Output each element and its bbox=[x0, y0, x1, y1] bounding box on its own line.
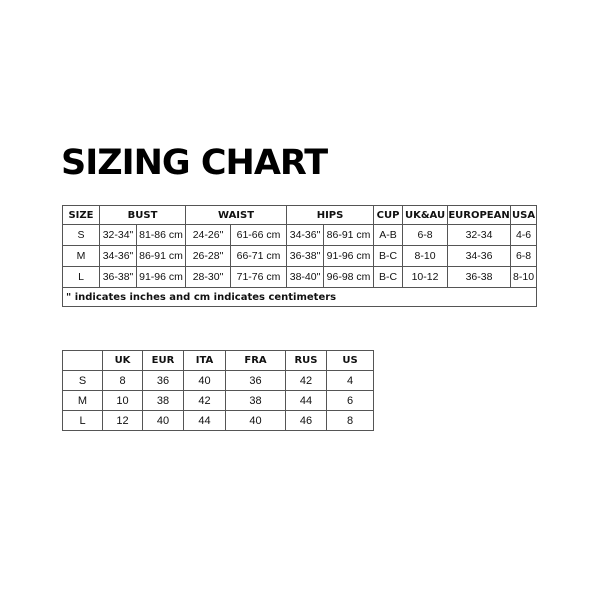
cell: 28-30" bbox=[185, 266, 232, 288]
cell: 4 bbox=[326, 370, 374, 391]
cell: 26-28" bbox=[185, 245, 232, 267]
cell: 86-91 cm bbox=[323, 224, 375, 246]
cell: B-C bbox=[373, 245, 404, 267]
cell: L bbox=[62, 266, 100, 288]
cell: 36-38" bbox=[99, 266, 137, 288]
cell: 38-40" bbox=[286, 266, 325, 288]
cell: 32-34 bbox=[447, 224, 512, 246]
header-ita: ITA bbox=[183, 350, 226, 371]
cell: 40 bbox=[183, 370, 226, 391]
cell: 91-96 cm bbox=[135, 266, 187, 288]
cell: 46 bbox=[285, 410, 327, 431]
table-header-row: SIZE BUST WAIST HIPS CUP UK&AU EUROPEAN … bbox=[62, 205, 538, 225]
cell: 42 bbox=[183, 390, 226, 411]
cell: 34-36 bbox=[447, 245, 512, 267]
header-usa: USA bbox=[510, 205, 538, 225]
cell: 40 bbox=[142, 410, 184, 431]
table-row: M 34-36" 86-91 cm 26-28" 66-71 cm 36-38"… bbox=[62, 245, 538, 267]
cell: 44 bbox=[183, 410, 226, 431]
header-hips: HIPS bbox=[286, 205, 375, 225]
cell: 71-76 cm bbox=[230, 266, 288, 288]
cell: L bbox=[62, 410, 103, 431]
table-row: L 12 40 44 40 46 8 bbox=[62, 410, 374, 431]
header-cup: CUP bbox=[373, 205, 404, 225]
cell: 36-38" bbox=[286, 245, 325, 267]
cell: M bbox=[62, 390, 103, 411]
table-row: L 36-38" 91-96 cm 28-30" 71-76 cm 38-40"… bbox=[62, 266, 538, 288]
cell: 44 bbox=[285, 390, 327, 411]
cell: 38 bbox=[225, 390, 286, 411]
header-eur: EUR bbox=[142, 350, 184, 371]
units-note: " indicates inches and cm indicates cent… bbox=[61, 287, 538, 307]
cell: A-B bbox=[373, 224, 404, 246]
header-uk-au: UK&AU bbox=[402, 205, 449, 225]
header-fra: FRA bbox=[225, 350, 286, 371]
sizing-table: SIZE BUST WAIST HIPS CUP UK&AU EUROPEAN … bbox=[61, 205, 538, 307]
cell: 96-98 cm bbox=[323, 266, 375, 288]
header-bust: BUST bbox=[98, 205, 187, 225]
cell: 10-12 bbox=[402, 266, 449, 288]
cell: 8-10 bbox=[510, 266, 538, 288]
cell: 40 bbox=[225, 410, 286, 431]
cell: S bbox=[62, 370, 103, 391]
conversion-table: UK EUR ITA FRA RUS US S 8 36 40 36 42 4 … bbox=[62, 350, 374, 431]
cell: 66-71 cm bbox=[230, 245, 288, 267]
header-rus: RUS bbox=[285, 350, 327, 371]
header-size: SIZE bbox=[62, 205, 100, 225]
cell: 6 bbox=[326, 390, 374, 411]
cell: 4-6 bbox=[510, 224, 538, 246]
header-european: EUROPEAN bbox=[447, 205, 512, 225]
table-row: S 32-34" 81-86 cm 24-26" 61-66 cm 34-36"… bbox=[62, 224, 538, 246]
cell: 32-34" bbox=[99, 224, 137, 246]
cell: 36 bbox=[225, 370, 286, 391]
cell: 86-91 cm bbox=[135, 245, 187, 267]
table-row: S 8 36 40 36 42 4 bbox=[62, 370, 374, 391]
cell: S bbox=[62, 224, 100, 246]
cell: 8 bbox=[102, 370, 143, 391]
cell: B-C bbox=[373, 266, 404, 288]
cell: 6-8 bbox=[402, 224, 449, 246]
cell: 36-38 bbox=[447, 266, 512, 288]
cell: 36 bbox=[142, 370, 184, 391]
header-us: US bbox=[326, 350, 374, 371]
cell: M bbox=[62, 245, 100, 267]
cell: 91-96 cm bbox=[323, 245, 375, 267]
cell: 10 bbox=[102, 390, 143, 411]
cell: 81-86 cm bbox=[135, 224, 187, 246]
cell: 24-26" bbox=[185, 224, 232, 246]
cell: 6-8 bbox=[510, 245, 538, 267]
header-waist: WAIST bbox=[185, 205, 288, 225]
cell: 8 bbox=[326, 410, 374, 431]
table-row: M 10 38 42 38 44 6 bbox=[62, 390, 374, 411]
cell: 34-36" bbox=[99, 245, 137, 267]
cell: 61-66 cm bbox=[230, 224, 288, 246]
table-header-row: UK EUR ITA FRA RUS US bbox=[62, 350, 374, 371]
cell: 42 bbox=[285, 370, 327, 391]
cell: 12 bbox=[102, 410, 143, 431]
header-blank bbox=[62, 350, 103, 371]
cell: 38 bbox=[142, 390, 184, 411]
cell: 8-10 bbox=[402, 245, 449, 267]
cell: 34-36" bbox=[286, 224, 325, 246]
header-uk: UK bbox=[102, 350, 143, 371]
note-row: " indicates inches and cm indicates cent… bbox=[61, 287, 538, 307]
page-title: SIZING CHART bbox=[61, 143, 328, 183]
